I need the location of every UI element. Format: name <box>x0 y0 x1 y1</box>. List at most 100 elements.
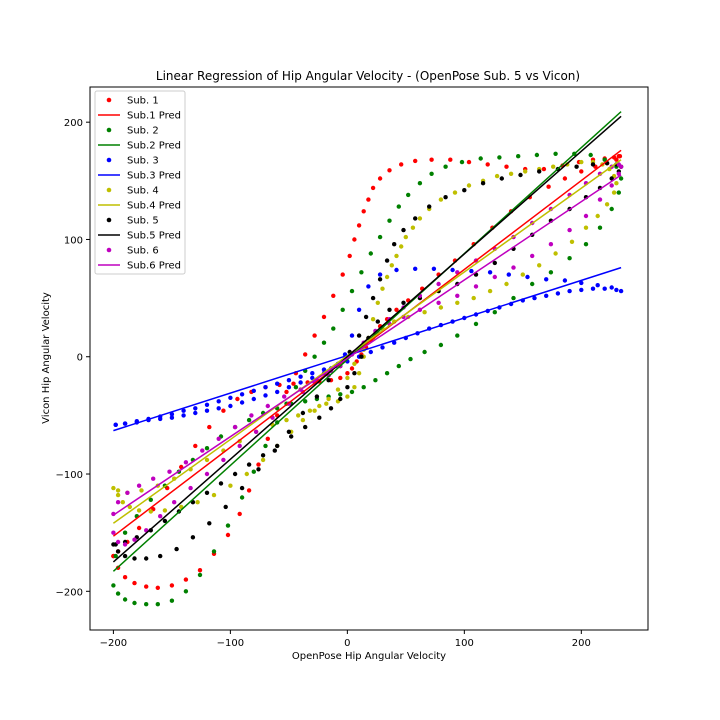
data-point <box>331 326 336 331</box>
data-point <box>396 204 401 209</box>
data-point <box>169 598 175 603</box>
data-point <box>122 530 128 535</box>
data-point <box>289 434 294 439</box>
data-point <box>480 181 486 186</box>
data-point <box>232 471 238 477</box>
data-point <box>537 263 542 268</box>
data-point <box>387 218 392 223</box>
y-axis: −200 −100 0 100 200 <box>56 118 90 598</box>
data-point <box>427 204 432 209</box>
data-point <box>256 462 261 467</box>
data-point <box>410 225 416 230</box>
data-point <box>377 277 383 282</box>
data-point <box>314 394 320 399</box>
data-point <box>617 154 623 159</box>
data-point <box>399 244 404 249</box>
data-point <box>122 597 128 602</box>
x-tick-label: 0 <box>344 638 350 649</box>
legend-item: Sub. 4 <box>106 186 159 197</box>
data-point <box>321 314 327 320</box>
data-point <box>115 591 121 596</box>
data-point <box>525 274 530 280</box>
data-point <box>494 173 500 179</box>
data-point <box>303 399 308 404</box>
data-point <box>218 481 224 486</box>
data-point <box>111 485 116 491</box>
data-point <box>394 307 399 312</box>
data-point <box>183 589 189 594</box>
data-point <box>511 295 516 301</box>
data-point <box>614 181 619 186</box>
data-point <box>162 508 168 513</box>
data-point <box>520 272 525 277</box>
data-point <box>583 242 589 247</box>
data-point <box>251 469 256 474</box>
data-point <box>200 448 205 453</box>
data-point <box>611 190 617 195</box>
data-point <box>466 183 472 188</box>
data-point <box>144 602 149 607</box>
legend-item: Sub.3 Pred <box>98 171 181 182</box>
data-point <box>167 469 172 474</box>
data-point <box>246 417 252 423</box>
data-point <box>291 381 296 386</box>
data-point <box>349 389 355 395</box>
legend-item: Sub.5 Pred <box>98 231 181 242</box>
data-point <box>370 185 376 191</box>
data-point <box>366 197 371 202</box>
data-point <box>115 488 121 493</box>
data-point <box>588 152 593 158</box>
data-point <box>298 380 303 385</box>
data-point <box>239 495 245 500</box>
data-point <box>537 169 542 174</box>
data-point <box>244 471 249 477</box>
y-tick-label: −100 <box>56 470 83 481</box>
regression-line-4 <box>112 159 622 524</box>
legend-label: Sub. 2 <box>127 126 159 137</box>
data-point <box>567 288 572 294</box>
data-point <box>417 181 423 186</box>
data-point <box>148 497 153 502</box>
data-point <box>352 385 357 390</box>
legend-item: Sub. 6 <box>106 246 159 257</box>
data-point <box>413 216 418 221</box>
regression-line-6 <box>112 174 622 516</box>
data-point <box>567 227 572 233</box>
data-point <box>169 412 175 417</box>
data-point <box>136 525 142 531</box>
data-point <box>590 162 596 167</box>
data-point <box>275 381 280 386</box>
data-point <box>349 366 355 371</box>
data-point <box>459 159 465 165</box>
data-point <box>296 413 301 418</box>
data-point <box>562 278 568 283</box>
data-point <box>298 374 303 379</box>
data-point <box>260 453 266 458</box>
x-axis-label: OpenPose Hip Angular Velocity <box>292 651 446 662</box>
data-point <box>207 521 212 526</box>
data-point <box>438 342 444 348</box>
data-point <box>396 363 401 369</box>
data-point <box>363 314 369 320</box>
data-point <box>221 457 226 463</box>
data-point <box>188 485 193 491</box>
data-point <box>579 159 584 165</box>
data-point <box>328 406 334 411</box>
data-point <box>155 585 160 590</box>
data-point <box>518 172 523 178</box>
data-point <box>401 300 406 305</box>
data-point <box>394 253 399 259</box>
data-point <box>122 553 128 559</box>
data-point <box>122 421 128 426</box>
data-point <box>356 371 362 376</box>
data-point <box>473 284 479 289</box>
data-point <box>487 288 493 294</box>
data-point <box>595 213 600 219</box>
data-point <box>286 378 292 383</box>
data-point <box>286 429 292 434</box>
data-point <box>211 492 217 498</box>
y-tick-label: 100 <box>64 235 83 246</box>
data-point <box>275 443 280 449</box>
legend-marker <box>106 127 112 133</box>
data-point <box>448 157 453 162</box>
